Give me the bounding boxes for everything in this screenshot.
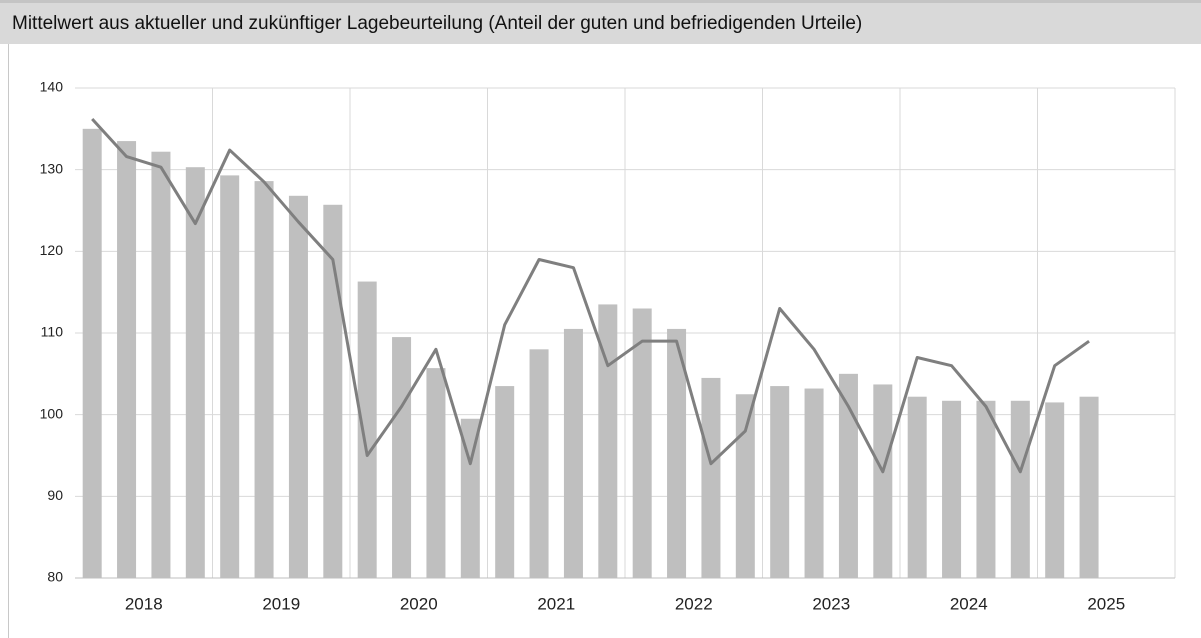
y-tick-label: 90 [47,487,63,503]
bar [598,304,618,578]
bar [426,368,446,578]
x-tick-label: 2018 [125,594,163,613]
y-tick-label: 130 [40,160,64,176]
bar [117,141,137,579]
bar [185,167,205,578]
line [91,118,1090,474]
bar [495,386,515,578]
bar [1079,396,1099,578]
bar [804,388,824,578]
bar [392,337,412,578]
bar [976,400,996,578]
bar [254,181,274,578]
frame-line [8,44,9,638]
x-tick-label: 2020 [400,594,438,613]
y-tick-label: 100 [40,405,64,421]
x-tick-label: 2024 [950,594,988,613]
bar [288,195,308,579]
bar [151,151,171,578]
x-tick-label: 2019 [262,594,300,613]
y-tick-label: 110 [41,324,64,340]
bar [873,384,893,578]
bar [667,328,687,578]
bar [1010,400,1030,578]
bar [701,377,721,578]
chart-title: Mittelwert aus aktueller und zukünftiger… [12,13,863,34]
bar [907,396,927,578]
bar [838,373,858,578]
bar [82,128,102,579]
bar [220,175,240,578]
y-tick-label: 140 [40,79,64,95]
bar [632,308,652,578]
y-tick-label: 80 [47,569,63,585]
bar [770,386,790,578]
x-tick-label: 2022 [675,594,713,613]
bar [1045,402,1065,578]
bar [460,418,480,578]
x-tick-label: 2021 [537,594,575,613]
x-tick-label: 2025 [1087,594,1125,613]
y-tick-label: 120 [40,242,64,258]
title-bar: Mittelwert aus aktueller und zukünftiger… [0,0,1201,44]
bar [529,349,549,578]
bar [942,400,962,578]
x-tick-label: 2023 [812,594,850,613]
bar [323,204,343,579]
bar [357,281,377,578]
bar [563,328,583,578]
bar [735,394,755,578]
